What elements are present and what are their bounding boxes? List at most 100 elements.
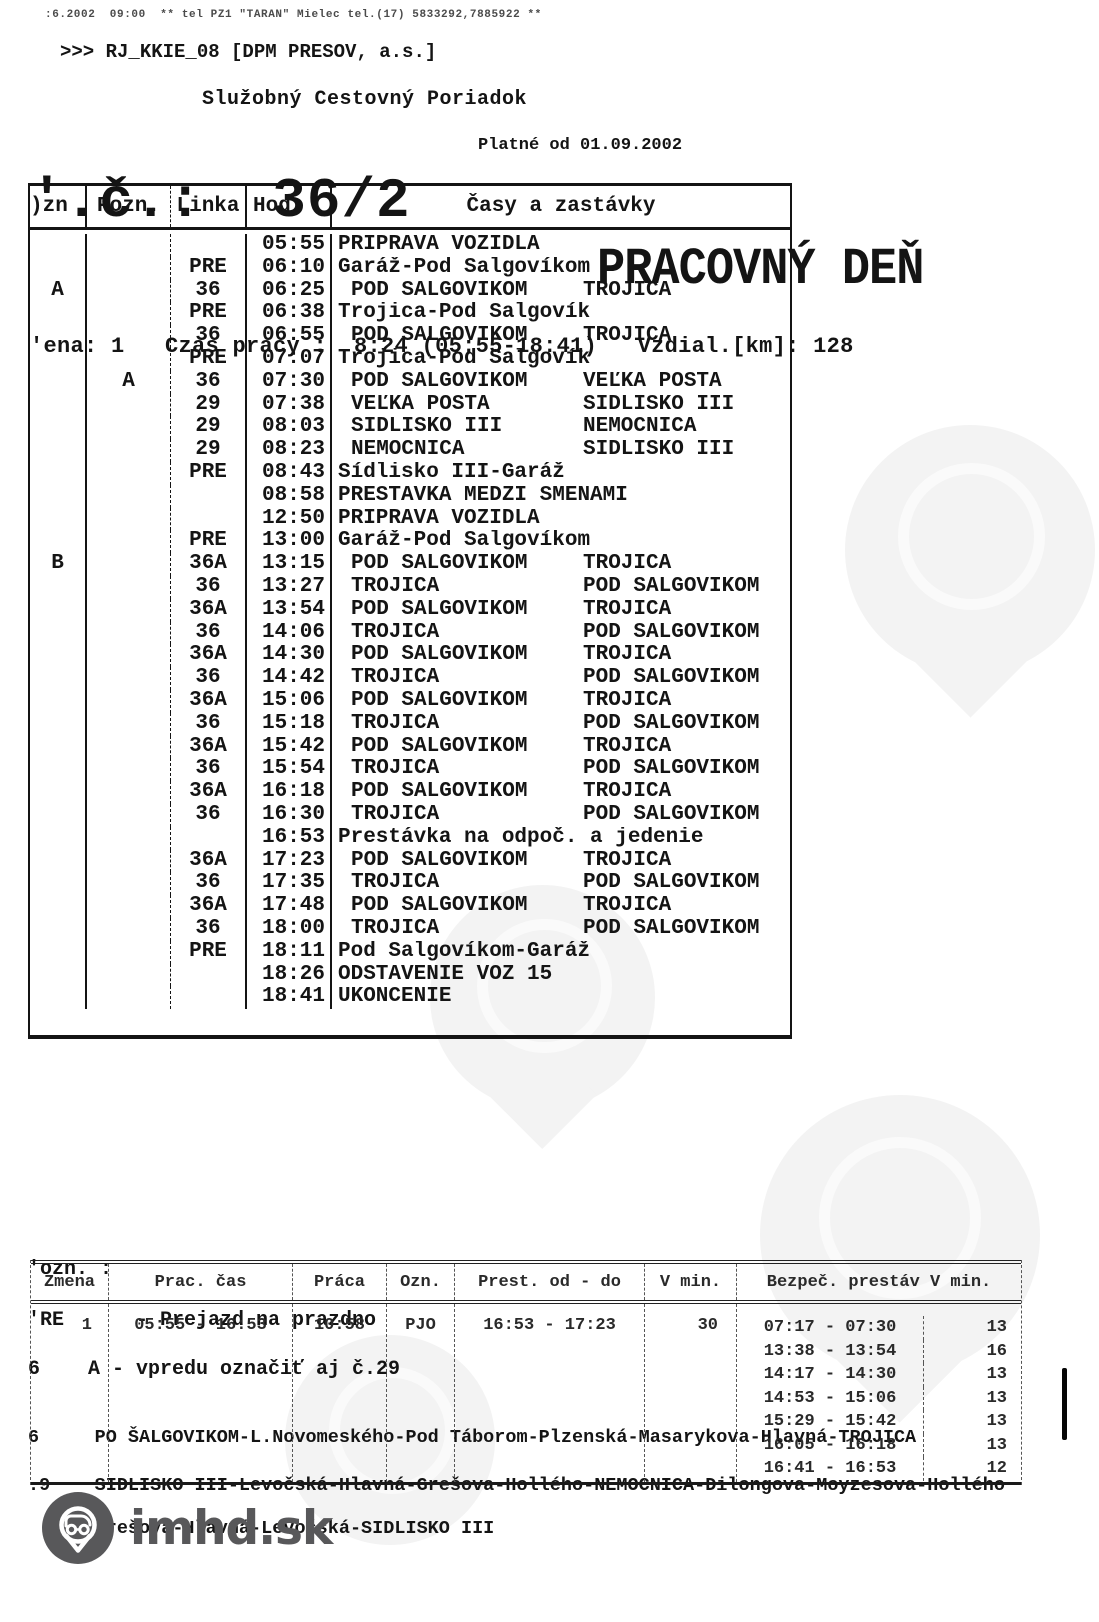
route-description: .9 SIDLISKO III-Levočská-Hlavná-Grešova-… <box>28 1475 1005 1496</box>
ozn-cell <box>30 826 87 850</box>
pozn-cell <box>87 963 171 987</box>
pozn-cell <box>87 598 171 622</box>
timetable-row: 36A 16:18 POD ŠALGOVIKOM TROJICA <box>30 781 790 804</box>
pozn-cell <box>87 575 171 599</box>
ozn-cell <box>30 256 87 280</box>
to-stop: POD ŠALGOVIKOM <box>583 712 760 735</box>
linka-cell: 36 <box>171 279 247 303</box>
ozn-value: PJO <box>387 1304 455 1482</box>
hod-cell: 13:27 <box>247 575 332 599</box>
stops-cell: Pod Šalgovíkom-Garáž <box>332 941 790 964</box>
to-stop: POD ŠALGOVIKOM <box>583 575 760 598</box>
col-header-praca: Práca <box>293 1264 387 1300</box>
pozn-cell <box>87 302 171 326</box>
linka-cell: 36 <box>171 758 247 782</box>
linka-cell <box>171 234 247 257</box>
from-stop: TROJICA <box>351 758 440 781</box>
ozn-cell <box>30 484 87 508</box>
stops-cell: POD ŠALGOVIKOM TROJICA <box>332 599 790 622</box>
break-interval: 16:05 - 16:18 <box>763 1435 897 1455</box>
activity-text: PRESTAVKA MEDZI SMENAMI <box>338 484 628 507</box>
route-description: 6 PO ŠALGOVIKOM-L.Novomeského-Pod Táboro… <box>28 1427 917 1448</box>
from-stop: TROJICA <box>351 575 440 598</box>
from-stop: POD ŠALGOVIKOM <box>351 735 528 758</box>
timetable-header-row: )zn Pozn. Linka Hod. Časy a zastávky <box>30 186 790 230</box>
ozn-cell <box>30 872 87 896</box>
timetable-row: 36A 17:48 POD ŠALGOVIKOM TROJICA <box>30 895 790 918</box>
activity-text: UKONČENIE <box>338 986 452 1009</box>
ozn-cell <box>30 507 87 531</box>
hod-cell: 16:53 <box>247 826 332 850</box>
timetable-row: 16:53 Prestávka na odpoč. a jedenie <box>30 826 790 850</box>
break-minutes: 12 <box>923 1457 1021 1481</box>
from-stop: SÍDLISKO III <box>351 416 503 439</box>
stops-cell: NEMOCNICA SÍDLISKO III <box>332 439 790 462</box>
timetable-row: 36 13:27 TROJICA POD ŠALGOVIKOM <box>30 575 790 599</box>
timetable-row: 12:50 PRÍPRAVA VOZIDLA <box>30 507 790 531</box>
linka-cell: 36A <box>171 598 247 622</box>
stops-cell: PRÍPRAVA VOZIDLA <box>332 234 790 257</box>
stops-cell: POD ŠALGOVIKOM TROJICA <box>332 553 790 576</box>
run-number-title: '.č.: 36/2 <box>30 169 411 233</box>
break-minutes: 13 <box>923 1410 1021 1434</box>
col-header-hod: Hod. <box>247 186 332 227</box>
activity-text: PRÍPRAVA VOZIDLA <box>338 507 540 530</box>
linka-cell: 36 <box>171 621 247 645</box>
day-type-title: PRACOVNÝ DEŇ <box>597 241 924 300</box>
to-stop: TROJICA <box>583 781 672 804</box>
route-description: Grešova-Hlavná-Levočská-SIDLISKO III <box>28 1518 495 1539</box>
from-stop: POD ŠALGOVIKOM <box>351 644 528 667</box>
timetable-row: PRE 07:07 Trojica-Pod Šalgovík <box>30 347 790 371</box>
ozn-cell <box>30 302 87 326</box>
prac-cas-value: 05:55 - 16:53 <box>109 1304 293 1482</box>
linka-cell: 29 <box>171 416 247 440</box>
ozn-cell <box>30 781 87 804</box>
timetable-row: PRE 13:00 Garáž-Pod Šalgovíkom <box>30 530 790 554</box>
timetable-row: 36 14:42 TROJICA POD ŠALGOVIKOM <box>30 667 790 690</box>
from-stop: TROJICA <box>351 872 440 895</box>
break-minutes: 13 <box>923 1433 1021 1457</box>
col-header-casy: Časy a zastávky <box>466 195 656 218</box>
to-stop: VEĽKÁ POŠTA <box>583 370 722 393</box>
linka-cell: 36 <box>171 917 247 941</box>
ozn-cell <box>30 416 87 440</box>
break-minutes: 13 <box>923 1316 1021 1340</box>
timetable: )zn Pozn. Linka Hod. Časy a zastávky 05:… <box>28 183 792 1040</box>
pozn-cell <box>87 416 171 440</box>
hod-cell: 06:55 <box>247 325 332 348</box>
watermark-pin <box>845 425 1095 718</box>
ozn-cell <box>30 598 87 622</box>
ozn-cell <box>30 370 87 394</box>
activity-text: PRÍPRAVA VOZIDLA <box>338 234 540 256</box>
timetable-row: B 36A 13:15 POD ŠALGOVIKOM TROJICA <box>30 553 790 576</box>
timetable-body: 05:55 PRÍPRAVA VOZIDLA PRE 06:10 Garáž-Pod Š… <box>30 230 790 1035</box>
ozn-cell <box>30 758 87 782</box>
timetable-row: 36 15:18 TROJICA POD ŠALGOVIKOM <box>30 712 790 736</box>
hod-cell: 16:30 <box>247 803 332 827</box>
hod-cell: 07:07 <box>247 347 332 371</box>
pozn-cell <box>87 689 171 713</box>
hod-cell: 08:58 <box>247 484 332 508</box>
from-stop: POD ŠALGOVIKOM <box>351 849 528 872</box>
imhd-bus-pin-icon <box>42 1492 114 1564</box>
ozn-cell <box>30 689 87 713</box>
activity-text: Garáž-Pod Šalgovíkom <box>338 256 591 279</box>
timetable-row: 36A 13:54 POD ŠALGOVIKOM TROJICA <box>30 598 790 622</box>
stops-cell: PRESTAVKA MEDZI SMENAMI <box>332 485 790 508</box>
linka-cell: 36A <box>171 735 247 759</box>
ozn-cell <box>30 667 87 690</box>
stops-cell: TROJICA POD ŠALGOVIKOM <box>332 576 790 599</box>
stops-cell: SÍDLISKO III NEMOCNICA <box>332 416 790 439</box>
hod-cell: 15:18 <box>247 712 332 736</box>
pozn-cell <box>87 895 171 918</box>
linka-cell <box>171 484 247 508</box>
pozn-cell <box>87 461 171 485</box>
from-stop: NEMOCNICA <box>351 439 465 462</box>
to-stop: POD ŠALGOVIKOM <box>583 803 760 826</box>
pozn-cell <box>87 781 171 804</box>
to-stop: TROJICA <box>583 553 672 576</box>
ozn-cell: A <box>30 279 87 303</box>
linka-cell: PRE <box>171 256 247 280</box>
col-header-v-min: V min. <box>645 1264 737 1300</box>
to-stop: TROJICA <box>583 279 672 302</box>
